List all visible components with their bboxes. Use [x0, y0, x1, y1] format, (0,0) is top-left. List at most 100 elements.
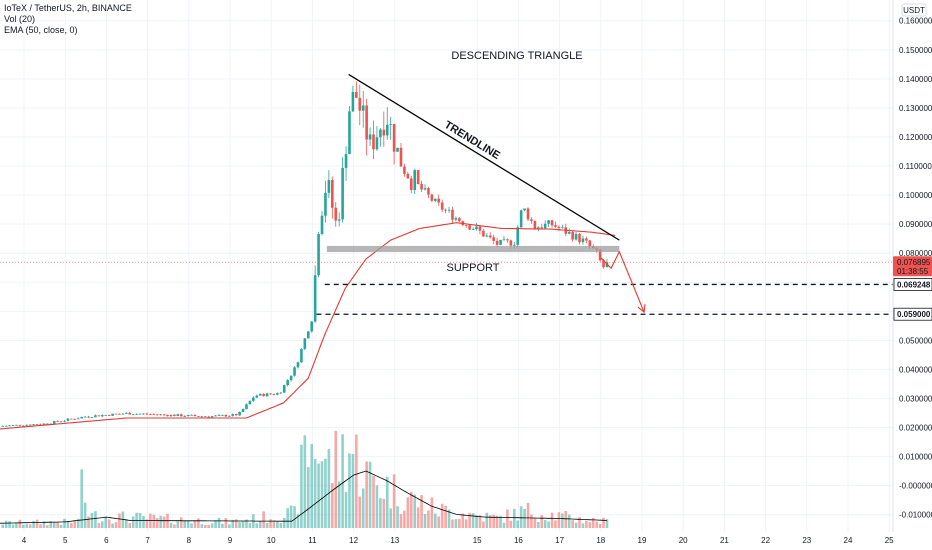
candle-body [602, 260, 605, 268]
candle-body [149, 414, 152, 416]
candle-body [403, 166, 406, 174]
volume-bar [375, 485, 379, 528]
volume-bar [406, 497, 410, 528]
volume-bar [228, 524, 231, 528]
time-tick-label: 24 [844, 536, 853, 545]
volume-bar [413, 494, 417, 528]
volume-bar [471, 513, 475, 528]
ema-indicator[interactable]: EMA (50, close, 0) [4, 25, 78, 35]
time-tick-label: 25 [885, 536, 894, 545]
symbol-title[interactable]: IoTeX / TetherUS, 2h, BINANCE [4, 3, 132, 13]
candle-body [495, 240, 499, 245]
candle-body [334, 207, 338, 221]
volume-bar [306, 467, 310, 528]
volume-bar [94, 511, 97, 528]
volume-bar [28, 524, 32, 528]
time-tick-label: 13 [390, 536, 399, 545]
candle-body [15, 424, 18, 426]
candle-body [512, 244, 516, 246]
candle-body [368, 134, 372, 140]
candle-body [409, 178, 413, 190]
volume-bar [461, 513, 465, 528]
volume-bar [434, 513, 437, 528]
level-tag-box [893, 278, 932, 291]
volume-bar [409, 491, 413, 528]
candle-body [135, 413, 138, 415]
volume-bar [331, 483, 334, 528]
volume-bar [588, 522, 592, 528]
candle-body [547, 220, 550, 224]
volume-bar [248, 523, 252, 528]
candle-body [224, 414, 228, 417]
volume-bar [554, 520, 557, 528]
candle-body [28, 424, 32, 426]
time-tick-label: 22 [761, 536, 770, 545]
candle-body [73, 418, 77, 420]
volume-bar [444, 505, 447, 528]
volume-bar [207, 525, 211, 528]
volume-bar [564, 510, 568, 528]
price-tick-label: 0.160000 [899, 17, 932, 26]
volume-bar [241, 521, 245, 528]
volume-bar [317, 463, 320, 528]
price-tick-label: 0.050000 [899, 336, 932, 345]
volume-bar [605, 519, 609, 528]
volume-bar [327, 449, 331, 528]
candle-body [413, 170, 417, 190]
volume-bar [100, 521, 104, 528]
candle-body [70, 418, 73, 420]
candle-body [389, 123, 392, 125]
candle-body [458, 218, 461, 222]
volume-bar [540, 515, 544, 528]
level-lines [316, 283, 893, 315]
candle-body [183, 416, 186, 417]
volume-bar [506, 509, 509, 528]
candle-body [207, 416, 211, 418]
volume-bar [519, 506, 523, 528]
candle-body [32, 424, 35, 426]
candle-body [396, 147, 399, 152]
candle-body [361, 105, 365, 111]
candle-body [190, 414, 193, 416]
volume-bar [262, 511, 265, 528]
candle-body [313, 275, 317, 322]
volume-indicator[interactable]: Vol (20) [4, 14, 36, 24]
candle-body [420, 184, 423, 190]
candle-body [94, 415, 97, 418]
volume-bar [451, 519, 454, 528]
volume-bar [173, 524, 176, 528]
volume-bar [382, 498, 386, 528]
candle-body [121, 413, 125, 415]
candle-body [365, 105, 368, 140]
candle-body [100, 415, 104, 417]
volume-bar [523, 508, 526, 528]
candle-body [66, 418, 70, 421]
candle-body [454, 218, 458, 220]
candle-body [385, 124, 389, 136]
candle-body [46, 423, 49, 425]
pattern-label: DESCENDING TRIANGLE [451, 50, 582, 62]
volume-bar [495, 515, 499, 528]
volume-bar [313, 459, 317, 528]
volume-bar [464, 519, 468, 528]
candle-body [142, 413, 145, 415]
candle-body [128, 412, 132, 415]
candle-body [234, 414, 238, 416]
volume-bar [516, 520, 520, 528]
volume-bar [543, 519, 547, 528]
volume-bar [337, 481, 341, 528]
volume-bar [485, 512, 489, 528]
candle-body [537, 227, 540, 229]
candle-body [125, 412, 128, 414]
volume-bar [276, 521, 279, 528]
volume-bar [142, 515, 145, 528]
candle-body [351, 92, 355, 112]
volume-bar [70, 523, 73, 528]
volume-bar [482, 521, 485, 528]
volume-bar [440, 503, 444, 528]
candle-body [173, 414, 176, 417]
volume-bar [32, 520, 35, 528]
volume-bar [396, 506, 399, 528]
volume-bar [63, 518, 66, 528]
